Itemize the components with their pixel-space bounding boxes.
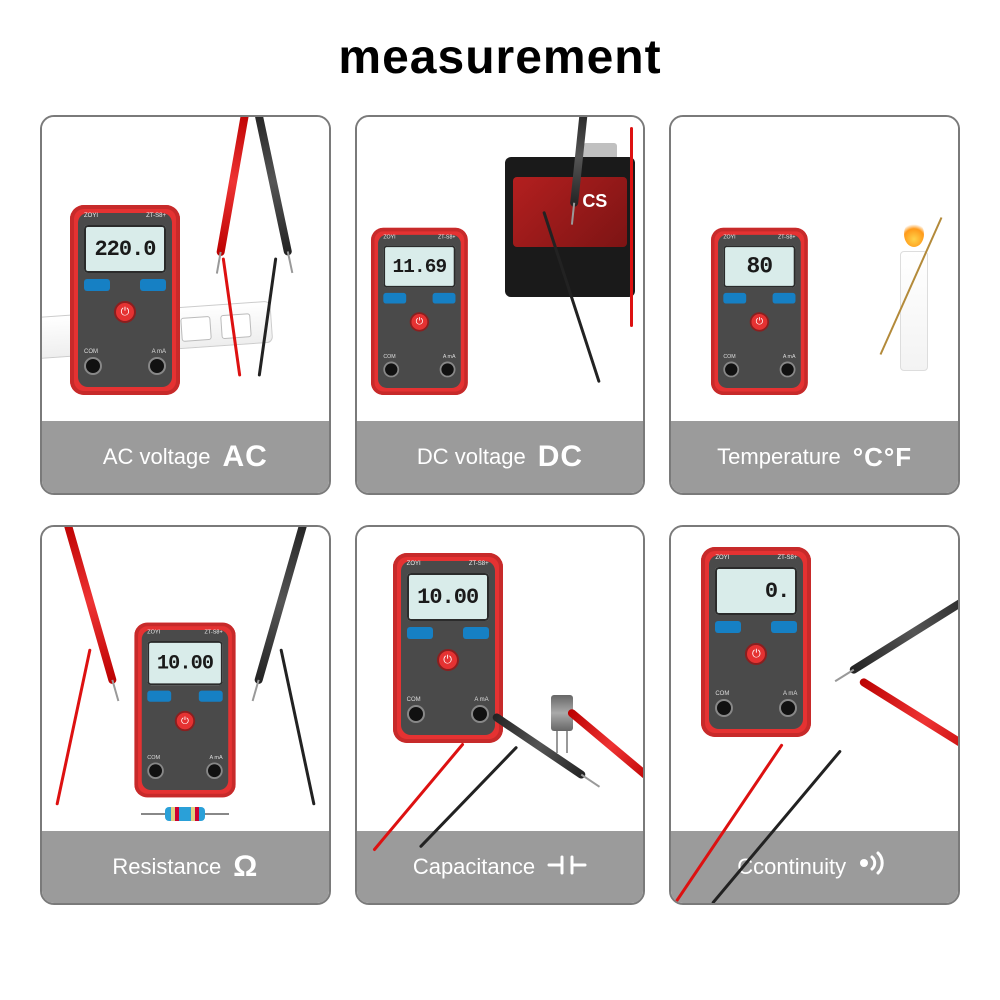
multimeter-icon: ZOYIZT-S8+ 10.00 ⏻ COMA mA: [393, 553, 503, 743]
card-res-footer: Resistance Ω: [42, 831, 329, 903]
wire-red-icon: [55, 648, 91, 805]
card-resistance: ZOYIZT-S8+ 10.00 ⏻ COMA mA Resistance Ω: [40, 525, 331, 905]
power-icon: ⏻: [409, 312, 428, 331]
card-label: DC voltage: [417, 444, 526, 470]
battery-icon: [505, 157, 635, 297]
lighter-icon: [900, 251, 928, 371]
multimeter-icon: ZOYIZT-S8+ 220.0 ⏻ COMA mA: [70, 205, 180, 395]
card-continuity: ZOYIZT-S8+ 0. ⏻ COMA mA Ccontinuity: [669, 525, 960, 905]
flame-icon: [904, 221, 924, 247]
multimeter-icon: ZOYIZT-S8+ 10.00 ⏻ COMA mA: [135, 623, 236, 798]
probe-black-icon: [253, 115, 292, 256]
card-dc-illustration: CS ZOYIZT-S8+ 11.69 ⏻ COMA mA: [357, 117, 644, 421]
measurement-grid: ZOYIZT-S8+ 220.0 ⏻ COMA mA AC voltage AC…: [30, 115, 970, 905]
probe-red-icon: [858, 677, 960, 763]
power-icon: ⏻: [437, 649, 459, 671]
card-label: Ccontinuity: [737, 854, 846, 880]
battery-brand: CS: [582, 191, 607, 212]
multimeter-icon: ZOYIZT-S8+ 0. ⏻ COMA mA: [701, 547, 811, 737]
probe-red-icon: [216, 115, 250, 257]
meter-reading: 220.0: [84, 225, 166, 273]
card-cap-illustration: ZOYIZT-S8+ 10.00 ⏻ COMA mA: [357, 527, 644, 831]
card-dc-voltage: CS ZOYIZT-S8+ 11.69 ⏻ COMA mA DC voltage…: [355, 115, 646, 495]
meter-reading: 0.: [715, 567, 797, 615]
card-label: Resistance: [112, 854, 221, 880]
meter-reading: 10.00: [407, 573, 489, 621]
sound-icon: [858, 850, 892, 884]
power-icon: ⏻: [114, 301, 136, 323]
page-title: measurement: [30, 30, 970, 85]
power-icon: ⏻: [750, 312, 769, 331]
card-ac-illustration: ZOYIZT-S8+ 220.0 ⏻ COMA mA: [42, 117, 329, 421]
capacitor-symbol-icon: [547, 850, 587, 884]
card-symbol: °C°F: [853, 442, 912, 473]
resistor-icon: [165, 807, 205, 821]
card-label: Capacitance: [413, 854, 535, 880]
probe-red-icon: [63, 525, 118, 685]
meter-reading: 11.69: [383, 245, 455, 287]
wire-black-icon: [279, 648, 315, 805]
wire-red-icon: [630, 127, 633, 327]
multimeter-icon: ZOYIZT-S8+ 80 ⏻ COMA mA: [711, 228, 808, 395]
power-icon: ⏻: [175, 711, 195, 731]
multimeter-icon: ZOYIZT-S8+ 11.69 ⏻ COMA mA: [371, 228, 468, 395]
card-ac-footer: AC voltage AC: [42, 421, 329, 493]
card-temp-footer: Temperature °C°F: [671, 421, 958, 493]
card-temp-illustration: ZOYIZT-S8+ 80 ⏻ COMA mA: [671, 117, 958, 421]
card-temperature: ZOYIZT-S8+ 80 ⏻ COMA mA Temperature °C°F: [669, 115, 960, 495]
card-symbol: Ω: [233, 850, 258, 884]
card-capacitance: ZOYIZT-S8+ 10.00 ⏻ COMA mA Capacitance: [355, 525, 646, 905]
card-res-illustration: ZOYIZT-S8+ 10.00 ⏻ COMA mA: [42, 527, 329, 831]
card-cap-footer: Capacitance: [357, 831, 644, 903]
card-dc-footer: DC voltage DC: [357, 421, 644, 493]
power-icon: ⏻: [745, 643, 767, 665]
card-label: Temperature: [717, 444, 841, 470]
meter-reading: 10.00: [148, 641, 223, 685]
card-cont-illustration: ZOYIZT-S8+ 0. ⏻ COMA mA: [671, 527, 958, 831]
meter-reading: 80: [724, 245, 796, 287]
card-symbol: DC: [538, 440, 583, 474]
probe-black-icon: [253, 525, 308, 685]
probe-black-icon: [848, 589, 960, 675]
card-label: AC voltage: [103, 444, 211, 470]
card-symbol: AC: [222, 440, 267, 474]
card-ac-voltage: ZOYIZT-S8+ 220.0 ⏻ COMA mA AC voltage AC: [40, 115, 331, 495]
